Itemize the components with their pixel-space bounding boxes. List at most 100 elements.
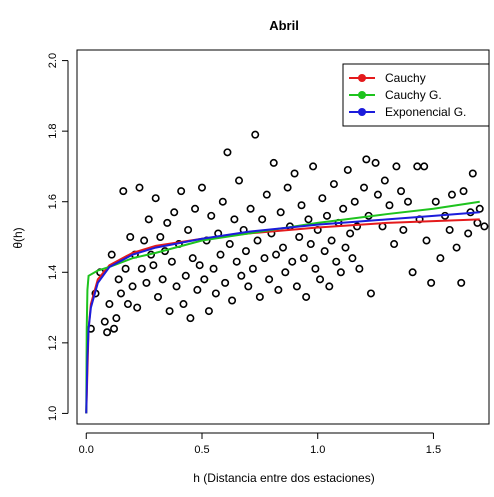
scatter-point	[107, 250, 116, 259]
plot-frame	[76, 49, 490, 425]
scatter-point	[258, 215, 267, 224]
scatter-point	[325, 282, 334, 291]
scatter-point	[468, 169, 477, 178]
scatter-point	[216, 250, 225, 259]
x-tick-label: 1.0	[310, 444, 325, 456]
scatter-point	[133, 303, 142, 312]
scatter-point	[373, 190, 382, 199]
scatter-point	[225, 240, 234, 249]
scatter-point	[237, 271, 246, 280]
scatter-point	[445, 225, 454, 234]
scatter-point	[385, 201, 394, 210]
scatter-point	[278, 243, 287, 252]
scatter-point	[341, 243, 350, 252]
scatter-point	[119, 187, 128, 196]
legend-marker	[358, 91, 366, 99]
scatter-point	[302, 292, 311, 301]
scatter-point	[343, 165, 352, 174]
scatter-point	[209, 264, 218, 273]
scatter-point	[397, 187, 406, 196]
scatter-point	[311, 264, 320, 273]
scatter-point	[457, 278, 466, 287]
scatter-point	[177, 187, 186, 196]
scatter-point	[339, 204, 348, 213]
scatter-point	[276, 208, 285, 217]
scatter-point	[274, 285, 283, 294]
scatter-point	[427, 278, 436, 287]
scatter-point	[253, 236, 262, 245]
legend-label: Exponencial G.	[385, 105, 466, 119]
scatter-point	[452, 243, 461, 252]
scatter-point	[156, 233, 165, 242]
scatter-point	[221, 278, 230, 287]
scatter-point	[112, 314, 121, 323]
scatter-point	[350, 197, 359, 206]
scatter-point	[248, 264, 257, 273]
series-line-2	[85, 211, 480, 414]
scatter-point	[473, 218, 482, 227]
scatter-point	[103, 328, 112, 337]
x-tick-label: 0.5	[194, 444, 209, 456]
scatter-point	[197, 183, 206, 192]
scatter-point	[262, 190, 271, 199]
scatter-point	[355, 264, 364, 273]
scatter-point	[318, 194, 327, 203]
scatter-point	[184, 225, 193, 234]
scatter-point	[480, 222, 489, 231]
scatter-point	[304, 215, 313, 224]
y-tick-label: 1.4	[47, 265, 59, 280]
x-axis-label: h (Distancia entre dos estaciones)	[193, 471, 374, 485]
y-tick-label: 2.0	[47, 53, 59, 68]
scatter-point	[320, 247, 329, 256]
scatter-point	[167, 257, 176, 266]
scatter-point	[241, 247, 250, 256]
scatter-point	[151, 194, 160, 203]
scatter-point	[292, 282, 301, 291]
scatter-point	[436, 254, 445, 263]
y-tick-label: 1.2	[47, 335, 59, 350]
scatter-point	[172, 282, 181, 291]
x-tick-label: 0.0	[79, 444, 94, 456]
scatter-point	[390, 240, 399, 249]
scatter-point	[211, 289, 220, 298]
scatter-point	[399, 225, 408, 234]
scatter-point	[186, 314, 195, 323]
scatter-point	[464, 229, 473, 238]
scatter-point	[297, 201, 306, 210]
scatter-point	[204, 307, 213, 316]
scatter-point	[309, 162, 318, 171]
scatter-point	[255, 292, 264, 301]
scatter-point	[170, 208, 179, 217]
scatter-point	[110, 324, 119, 333]
scatter-point	[123, 300, 132, 309]
scatter-point	[154, 292, 163, 301]
scatter-point	[142, 278, 151, 287]
scatter-point	[288, 257, 297, 266]
scatter-point	[336, 268, 345, 277]
scatter-point	[283, 183, 292, 192]
scatter-point	[195, 261, 204, 270]
scatter-point	[188, 254, 197, 263]
scatter-point	[420, 162, 429, 171]
scatter-point	[281, 268, 290, 277]
scatter-point	[181, 271, 190, 280]
scatter-point	[360, 183, 369, 192]
scatter-point	[126, 233, 135, 242]
scatter-point	[207, 211, 216, 220]
scatter-point	[265, 275, 274, 284]
scatter-point	[114, 275, 123, 284]
scatter-point	[459, 187, 468, 196]
scatter-point	[290, 169, 299, 178]
scatter-point	[380, 176, 389, 185]
scatter-point	[403, 197, 412, 206]
scatter-point	[422, 236, 431, 245]
legend-label: Cauchy	[385, 71, 426, 85]
scatter-point	[316, 275, 325, 284]
scatter-point	[366, 289, 375, 298]
scatter-point	[353, 222, 362, 231]
scatter-point	[193, 285, 202, 294]
scatter-point	[158, 275, 167, 284]
legend-marker	[358, 108, 366, 116]
scatter-point	[348, 254, 357, 263]
scatter-point	[475, 204, 484, 213]
